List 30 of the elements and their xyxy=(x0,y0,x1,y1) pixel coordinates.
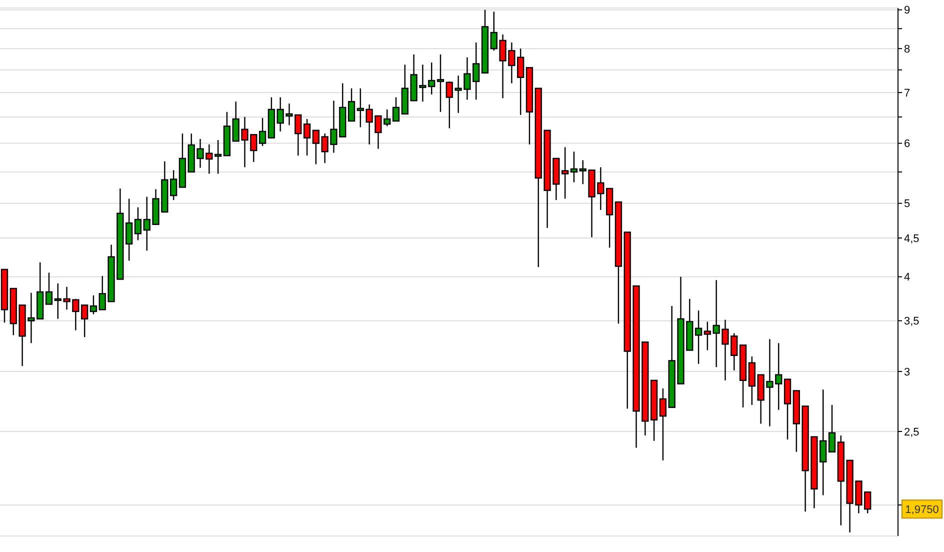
y-tick-label: 2,5 xyxy=(904,426,920,438)
candlestick xyxy=(312,130,320,165)
y-tick-label: 8 xyxy=(904,44,910,56)
candlestick xyxy=(659,388,667,461)
candlestick xyxy=(436,54,444,113)
candlestick xyxy=(562,146,569,200)
candlestick xyxy=(748,356,756,406)
candlestick xyxy=(828,404,836,452)
candlestick xyxy=(45,272,53,305)
candlestick xyxy=(126,198,133,262)
candlestick xyxy=(348,88,356,122)
y-tick-label: 7 xyxy=(904,87,910,100)
candlestick xyxy=(570,151,578,183)
y-tick-label: 4 xyxy=(904,272,910,284)
candlestick xyxy=(303,118,311,156)
y-tick-label: 9 xyxy=(904,4,910,17)
text: 1,9750 xyxy=(905,504,939,516)
y-tick-label: 3,5 xyxy=(904,316,920,328)
candlestick xyxy=(258,117,266,147)
candlestick xyxy=(90,294,98,315)
candlestick xyxy=(214,139,222,174)
candlestick xyxy=(134,206,142,241)
y-tick-label: 6 xyxy=(904,138,910,150)
candlestick xyxy=(170,170,178,201)
y-tick-label: 4,5 xyxy=(904,232,920,245)
candlestick xyxy=(704,321,712,351)
candlestick xyxy=(694,310,702,364)
y-tick-label: 5 xyxy=(904,198,910,210)
y-tick-label: 3 xyxy=(904,366,910,378)
candlestick xyxy=(392,96,400,122)
